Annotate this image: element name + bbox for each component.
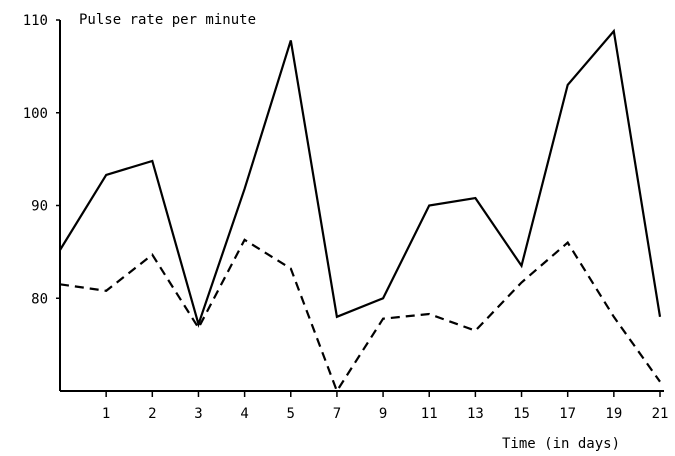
x-tick-label: 7 (333, 406, 341, 422)
x-tick-label: 4 (240, 406, 248, 422)
x-tick-label: 5 (287, 406, 295, 422)
x-axis-label: Time (in days) (502, 436, 620, 452)
x-tick-label: 3 (194, 406, 202, 422)
x-tick-label: 17 (559, 406, 576, 422)
y-tick-label: 110 (23, 13, 48, 29)
x-tick-label: 21 (652, 406, 669, 422)
y-axis-label: Pulse rate per minute (79, 12, 256, 28)
series-line-solid (59, 28, 662, 328)
x-tick-layer: 1 2 3 4 5 7 9 11 13 15 17 19 21 (102, 391, 668, 422)
x-tick-label: 13 (467, 406, 484, 422)
y-tick-label: 100 (23, 106, 48, 122)
x-tick-label: 2 (148, 406, 156, 422)
series-line-dashed (59, 238, 661, 394)
y-tick-label: 80 (31, 291, 48, 307)
x-tick-label: 15 (513, 406, 530, 422)
x-tick-label: 1 (102, 406, 110, 422)
y-tick-layer: 80 90 100 110 (23, 13, 60, 307)
x-tick-label: 11 (421, 406, 438, 422)
y-tick-label: 90 (31, 199, 48, 215)
x-tick-label: 19 (605, 406, 622, 422)
x-tick-label: 9 (379, 406, 387, 422)
series-layer (59, 28, 662, 394)
